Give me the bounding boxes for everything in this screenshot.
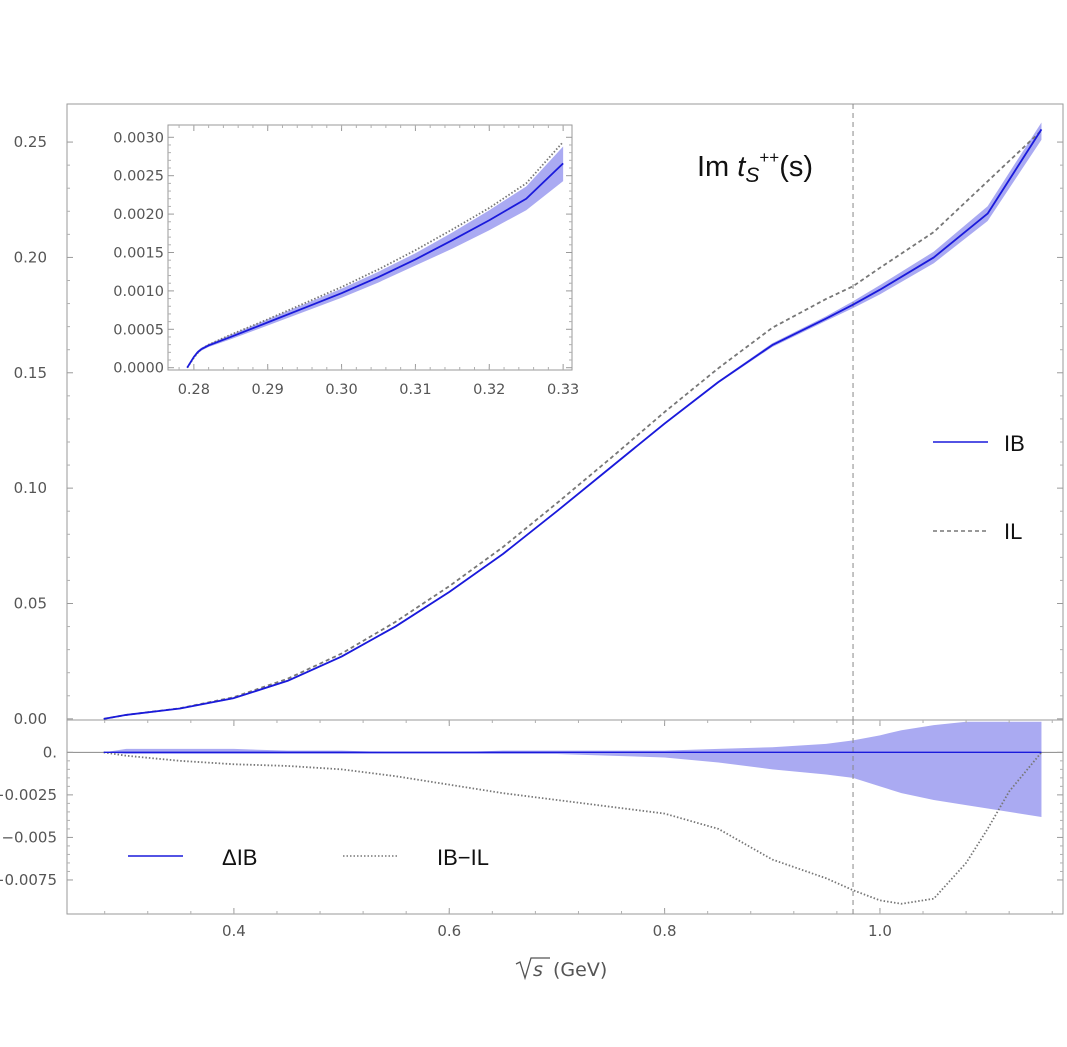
legend-label-il: IL [1004, 519, 1022, 544]
residual-plot: 0. −0.0025 −0.005 −0.0075 0.4 0.6 0.8 1.0 [0, 720, 1063, 940]
title-variable: t [737, 151, 747, 183]
x-tick-label: 0.31 [399, 382, 431, 398]
y-tick-label: 0.00 [14, 710, 47, 728]
x-axis-label: s (GeV) [515, 957, 607, 981]
residual-plot-area [67, 720, 1063, 914]
title-subscript: S [745, 164, 759, 187]
title-superscript: ++ [759, 148, 779, 167]
y-tick-label: 0.0015 [113, 245, 164, 261]
title-suffix: (s) [779, 151, 813, 183]
legend-label-ib: IB [1004, 431, 1025, 456]
series-line-0 [186, 162, 564, 369]
x-tick-label: 1.0 [868, 922, 892, 940]
x-tick-label: 0.6 [437, 922, 461, 940]
residual-plot-frame [66, 719, 1064, 915]
x-axis-label-unit: (GeV) [553, 959, 607, 981]
x-tick-label: 0.32 [473, 382, 505, 398]
y-tick-label: 0.0005 [113, 322, 164, 338]
y-tick-label: 0.0000 [113, 361, 164, 377]
uncertainty-band-0 [103, 721, 1042, 817]
y-tick-label: 0.0030 [113, 130, 164, 146]
legend-label-delta-ib: ΔIB [222, 845, 257, 870]
inset-plot-frame [167, 124, 573, 371]
title-prefix: Im [697, 151, 737, 183]
inset-background [121, 118, 575, 398]
y-tick-label: 0.05 [14, 594, 47, 612]
y-tick-label: 0.0020 [113, 207, 164, 223]
inset-plot-area [186, 141, 564, 369]
x-tick-label: 0.8 [653, 922, 677, 940]
x-axis-label-variable: s [533, 959, 543, 981]
y-tick-label: −0.0025 [0, 786, 57, 804]
series-line-1 [103, 751, 1043, 905]
legend-label-ib-minus-il: IB−IL [437, 845, 489, 870]
sqrt-symbol [515, 957, 550, 981]
series-line-0 [103, 128, 1043, 720]
y-tick-label: 0.0025 [113, 169, 164, 185]
main-plot-area [103, 104, 1043, 720]
x-tick-label: 0.30 [325, 382, 357, 398]
y-tick-label: 0.20 [14, 248, 47, 266]
y-tick-label: −0.0075 [0, 871, 57, 889]
y-tick-label: 0.25 [14, 133, 47, 151]
y-tick-label: 0. [43, 743, 57, 761]
inset-plot: 0.0000 0.0005 0.0010 0.0015 0.0020 0.0025 0.00… [113, 125, 579, 398]
series-line-1 [103, 129, 1043, 720]
x-tick-label: 0.33 [547, 382, 579, 398]
x-tick-label: 0.4 [222, 922, 246, 940]
series-line-1 [186, 141, 564, 369]
y-tick-label: −0.005 [1, 828, 57, 846]
x-tick-label: 0.28 [178, 382, 210, 398]
main-plot: 0.00 0.05 0.10 0.15 0.20 0.25 [14, 104, 1063, 728]
x-tick-label: 0.29 [252, 382, 284, 398]
y-tick-label: 0.10 [14, 479, 47, 497]
y-tick-label: 0.0010 [113, 284, 164, 300]
y-tick-label: 0.15 [14, 364, 47, 382]
chart-title: Im tS++(s) [697, 148, 813, 187]
